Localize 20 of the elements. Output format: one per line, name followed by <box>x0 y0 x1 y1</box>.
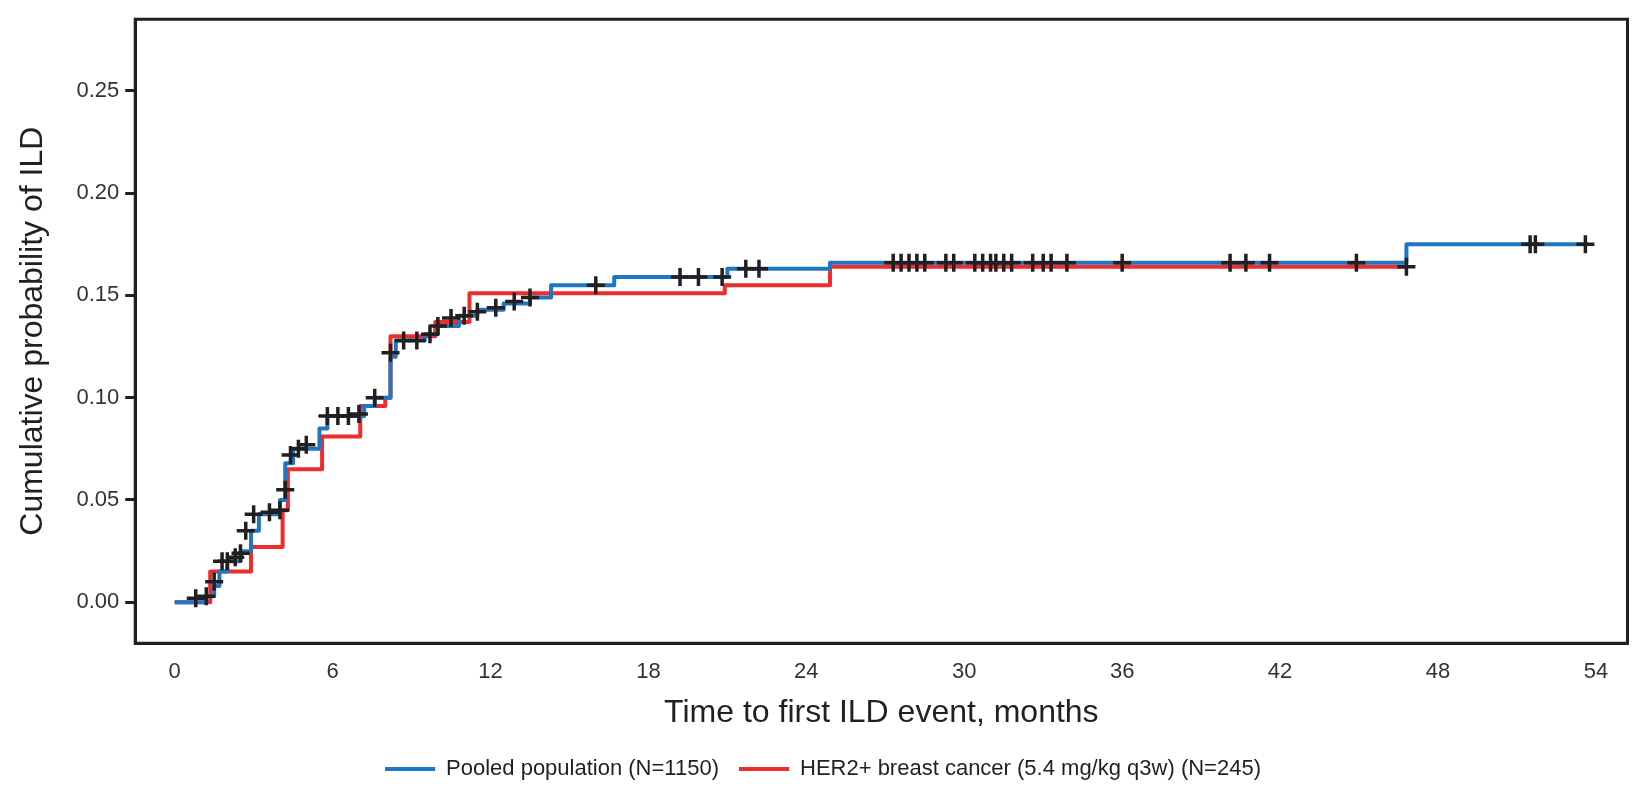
x-tick-label: 48 <box>1425 658 1451 684</box>
legend-label: Pooled population (N=1150) <box>446 755 719 781</box>
x-tick-label: 30 <box>952 658 977 684</box>
y-tick-label: 0.20 <box>76 179 120 205</box>
x-axis-title: Time to first ILD event, months <box>664 692 1099 729</box>
y-axis-title: Cumulative probability of ILD <box>13 126 50 536</box>
y-tick-label: 0.25 <box>76 76 120 102</box>
y-tick-label: 0.00 <box>76 588 120 614</box>
x-tick-label: 54 <box>1583 658 1609 684</box>
x-tick-label: 24 <box>794 658 819 684</box>
x-tick-label: 36 <box>1109 658 1135 684</box>
x-tick-label: 0 <box>168 658 181 684</box>
legend-label: HER2+ breast cancer (5.4 mg/kg q3w) (N=245) <box>799 755 1261 781</box>
x-tick-label: 18 <box>636 658 661 684</box>
x-tick-label: 6 <box>326 658 339 684</box>
y-tick-label: 0.05 <box>76 486 120 512</box>
x-tick-label: 12 <box>478 658 503 684</box>
x-tick-label: 42 <box>1267 658 1293 684</box>
y-tick-label: 0.10 <box>76 383 120 409</box>
y-tick-label: 0.15 <box>76 281 120 307</box>
